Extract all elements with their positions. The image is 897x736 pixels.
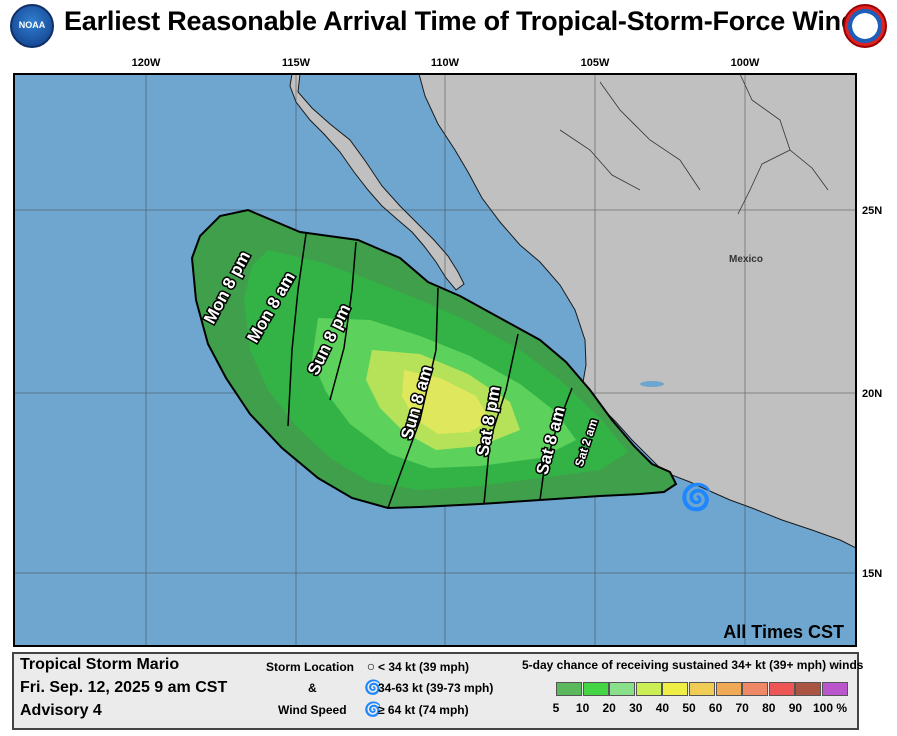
lon-label: 110W bbox=[431, 57, 460, 69]
legend: Tropical Storm Mario Fri. Sep. 12, 2025 … bbox=[12, 652, 863, 730]
baja-land bbox=[289, 73, 465, 291]
lake bbox=[640, 381, 664, 387]
prob-swath-40 bbox=[402, 370, 490, 434]
prob-tick-label: 100 % bbox=[812, 701, 848, 715]
storm-location-icon: 🌀 bbox=[680, 481, 712, 513]
storm-location-label: Storm Location bbox=[266, 660, 355, 674]
wind-item-high: 🌀≥ 64 kt (74 mph) bbox=[364, 701, 469, 718]
issued-time: Fri. Sep. 12, 2025 9 am CST bbox=[20, 679, 228, 696]
prob-tick-label: 10 bbox=[575, 701, 590, 715]
amp-label: & bbox=[308, 681, 317, 695]
page-title: Earliest Reasonable Arrival Time of Trop… bbox=[64, 6, 873, 36]
lat-label: 15N bbox=[862, 568, 882, 580]
wind-item-mid-label: 34-63 kt (39-73 mph) bbox=[378, 681, 494, 695]
prob-tick-label: 5 bbox=[552, 701, 560, 715]
prob-swatch bbox=[689, 682, 715, 696]
times-note: All Times CST bbox=[723, 622, 844, 642]
prob-tick-label: 60 bbox=[708, 701, 723, 715]
gulf-of-california bbox=[350, 74, 468, 278]
state-borders bbox=[559, 73, 829, 215]
prob-tick-label: 20 bbox=[602, 701, 616, 715]
noaa-logo-text: NOAA bbox=[18, 20, 46, 30]
wind-item-low: ○ < 34 kt (39 mph) bbox=[364, 658, 469, 674]
arrival-lines bbox=[287, 233, 573, 509]
prob-swatch bbox=[609, 682, 636, 696]
prob-swatch bbox=[635, 682, 662, 696]
prob-swatch bbox=[822, 682, 848, 696]
lon-label: 105W bbox=[581, 57, 610, 69]
prob-tick-label: 90 bbox=[788, 701, 803, 715]
prob-tick-label: 70 bbox=[735, 701, 749, 715]
storm-name: Tropical Storm Mario bbox=[20, 656, 180, 673]
prob-title: 5-day chance of receiving sustained 34+ … bbox=[522, 658, 864, 672]
map-frame bbox=[13, 73, 857, 647]
wind-item-mid: 🌀34-63 kt (39-73 mph) bbox=[364, 679, 493, 696]
lon-label: 120W bbox=[132, 57, 161, 69]
prob-tick-label: 50 bbox=[682, 701, 696, 715]
wind-item-low-label: < 34 kt (39 mph) bbox=[378, 660, 470, 674]
lat-label: 25N bbox=[862, 205, 882, 217]
wind-item-high-label: ≥ 64 kt (74 mph) bbox=[378, 703, 469, 717]
prob-swatch bbox=[582, 682, 609, 696]
prob-swatch bbox=[795, 682, 822, 696]
lon-label: 115W bbox=[282, 57, 311, 69]
prob-swatch bbox=[662, 682, 689, 696]
hurricane-icon: 🌀 bbox=[364, 701, 382, 717]
advisory-number: Advisory 4 bbox=[20, 702, 102, 719]
place-label-mexico: Mexico bbox=[729, 254, 763, 265]
wind-speed-label: Wind Speed bbox=[278, 703, 347, 717]
prob-tick-label: 30 bbox=[629, 701, 643, 715]
prob-swatch bbox=[768, 682, 795, 696]
header: NOAA Earliest Reasonable Arrival Time of… bbox=[0, 0, 897, 50]
prob-tick-label: 40 bbox=[655, 701, 670, 715]
prob-swatch bbox=[556, 682, 582, 696]
lon-label: 100W bbox=[731, 57, 760, 69]
prob-swatch bbox=[742, 682, 769, 696]
map[interactable]: Mon 8 pm Mon 8 am Sun 8 pm Sun 8 am Sat … bbox=[0, 48, 897, 652]
lake bbox=[558, 331, 566, 337]
prob-tick-label: 80 bbox=[762, 701, 776, 715]
noaa-logo: NOAA bbox=[10, 4, 54, 48]
prob-swatch bbox=[715, 682, 742, 696]
lat-label: 20N bbox=[862, 388, 882, 400]
tropical-storm-icon: 🌀 bbox=[364, 679, 382, 695]
circle-icon: ○ bbox=[366, 658, 376, 674]
nws-logo bbox=[843, 4, 887, 48]
